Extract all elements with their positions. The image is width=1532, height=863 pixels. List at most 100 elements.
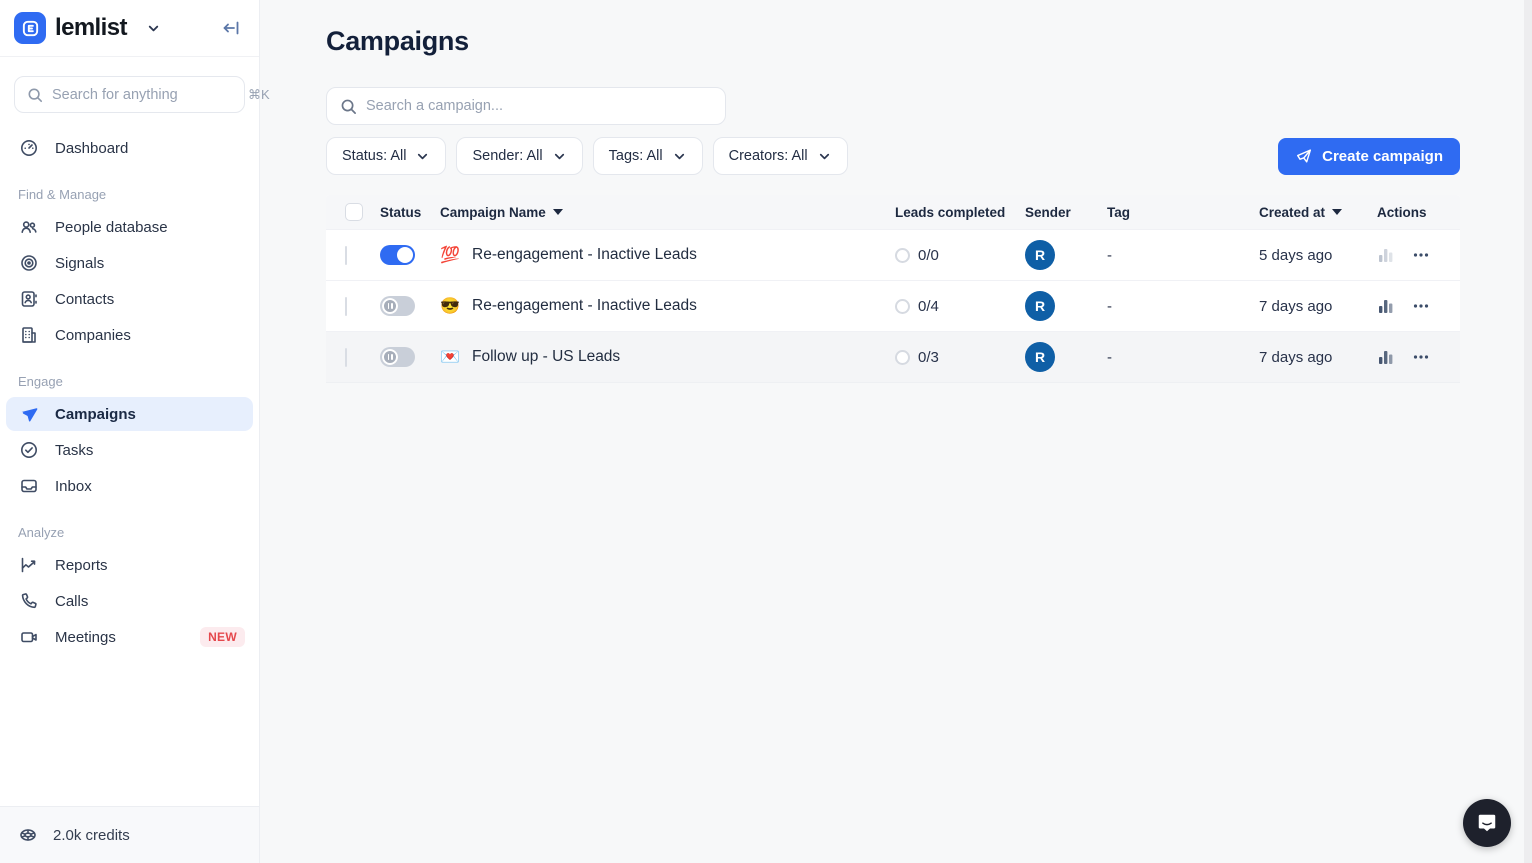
- chevron-down-icon: [415, 149, 430, 164]
- more-options-icon[interactable]: [1412, 246, 1430, 264]
- sender-avatar[interactable]: R: [1025, 240, 1055, 270]
- row-checkbox[interactable]: [345, 296, 347, 316]
- row-checkbox[interactable]: [345, 245, 347, 265]
- filter-status[interactable]: Status: All: [326, 137, 447, 175]
- status-toggle[interactable]: [380, 347, 415, 367]
- header-campaign-name[interactable]: Campaign Name: [440, 205, 895, 220]
- leads-count: 0/0: [918, 246, 939, 264]
- sidebar-item-label: Contacts: [55, 290, 115, 308]
- search-icon: [340, 98, 357, 115]
- header-status: Status: [380, 204, 422, 220]
- filter-label: Tags: All: [608, 148, 663, 164]
- progress-ring-icon: [895, 247, 910, 263]
- chat-launcher-button[interactable]: [1463, 799, 1511, 847]
- contact-card-icon: [18, 289, 40, 309]
- filter-sender[interactable]: Sender: All: [456, 137, 583, 175]
- leads-completed-cell: 0/0: [895, 247, 1025, 264]
- toggle-knob: [397, 247, 413, 263]
- create-campaign-button[interactable]: Create campaign: [1278, 137, 1460, 175]
- row-checkbox[interactable]: [345, 347, 347, 367]
- sidebar-item-inbox[interactable]: Inbox: [6, 469, 253, 503]
- created-at-value: 7 days ago: [1259, 348, 1333, 366]
- chart-icon: [18, 555, 40, 575]
- target-icon: [18, 253, 40, 273]
- campaign-name-cell[interactable]: 💯 Re-engagement - Inactive Leads: [440, 245, 895, 265]
- status-toggle[interactable]: [380, 296, 415, 316]
- stats-icon[interactable]: [1377, 297, 1395, 315]
- campaign-emoji: 😎: [440, 298, 460, 315]
- filter-tags[interactable]: Tags: All: [592, 137, 703, 175]
- more-options-icon[interactable]: [1412, 297, 1430, 315]
- sort-desc-icon: [552, 209, 563, 215]
- more-options-icon[interactable]: [1412, 348, 1430, 366]
- brand-name: lemlist: [55, 14, 127, 41]
- campaign-name: Re-engagement - Inactive Leads: [472, 297, 697, 314]
- paper-plane-icon: [1295, 147, 1313, 165]
- campaign-name: Follow up - US Leads: [472, 348, 621, 365]
- people-icon: [18, 217, 40, 237]
- sidebar-item-label: Inbox: [55, 477, 92, 495]
- header-created-at[interactable]: Created at: [1259, 205, 1377, 220]
- chevron-down-icon: [552, 149, 567, 164]
- select-all-checkbox[interactable]: [345, 203, 363, 221]
- sidebar-item-calls[interactable]: Calls: [6, 584, 253, 618]
- sidebar-item-companies[interactable]: Companies: [6, 318, 253, 352]
- sidebar-item-tasks[interactable]: Tasks: [6, 433, 253, 467]
- paper-plane-icon: [18, 404, 40, 424]
- credits-footer[interactable]: 2.0k credits: [0, 806, 259, 863]
- credits-label: 2.0k credits: [53, 826, 130, 844]
- sender-avatar[interactable]: R: [1025, 291, 1055, 321]
- table-header-row: Status Campaign Name Leads completed Sen…: [326, 195, 1460, 229]
- section-label-find-manage: Find & Manage: [18, 187, 107, 202]
- global-search-input[interactable]: [52, 86, 239, 103]
- table-bottom-border: [326, 382, 1460, 383]
- sidebar-item-label: Campaigns: [55, 405, 136, 423]
- gauge-icon: [18, 138, 40, 158]
- progress-ring-icon: [895, 298, 910, 314]
- scrollbar[interactable]: [1524, 0, 1532, 863]
- sidebar-item-reports[interactable]: Reports: [6, 548, 253, 582]
- collapse-sidebar-icon[interactable]: [221, 18, 241, 38]
- workspace-switcher[interactable]: lemlist: [14, 12, 161, 44]
- tag-value: -: [1107, 246, 1112, 264]
- header-actions: Actions: [1377, 204, 1427, 220]
- sidebar-item-dashboard[interactable]: Dashboard: [6, 131, 253, 165]
- global-search[interactable]: ⌘K: [14, 76, 270, 113]
- sidebar-item-contacts[interactable]: Contacts: [6, 282, 253, 316]
- sidebar-item-signals[interactable]: Signals: [6, 246, 253, 280]
- campaign-search-input[interactable]: [366, 98, 712, 114]
- sidebar-item-label: People database: [55, 218, 168, 236]
- table-row: 💯 Re-engagement - Inactive Leads 0/0 R -…: [326, 229, 1460, 280]
- created-at-value: 7 days ago: [1259, 297, 1333, 315]
- phone-icon: [18, 591, 40, 611]
- filters-row: Status: All Sender: All Tags: All Creato…: [326, 137, 1460, 175]
- sidebar-item-label: Reports: [55, 556, 108, 574]
- campaign-name-cell[interactable]: 😎 Re-engagement - Inactive Leads: [440, 296, 895, 316]
- tag-value: -: [1107, 348, 1112, 366]
- filter-label: Status: All: [342, 148, 407, 164]
- chevron-down-icon: [146, 21, 161, 36]
- sort-desc-icon: [1332, 209, 1343, 215]
- search-shortcut: ⌘K: [248, 86, 270, 102]
- sidebar: lemlist ⌘K Dashboard Find & Manage: [0, 0, 270, 863]
- campaign-name-cell[interactable]: 💌 Follow up - US Leads: [440, 347, 895, 367]
- sender-avatar[interactable]: R: [1025, 342, 1055, 372]
- filter-label: Sender: All: [472, 148, 543, 164]
- main-content: Campaigns Status: All Sender: All Tags: …: [260, 0, 1532, 863]
- campaign-search[interactable]: [326, 87, 726, 125]
- sidebar-item-people-database[interactable]: People database: [6, 210, 253, 244]
- stats-icon[interactable]: [1377, 246, 1395, 264]
- actions-cell: [1377, 348, 1460, 366]
- status-toggle[interactable]: [380, 245, 415, 265]
- sidebar-item-campaigns[interactable]: Campaigns: [6, 397, 253, 431]
- leads-completed-cell: 0/3: [895, 349, 1025, 366]
- coin-icon: [18, 825, 38, 845]
- sidebar-nav: Dashboard Find & Manage People database …: [0, 123, 259, 806]
- created-at-value: 5 days ago: [1259, 246, 1333, 264]
- sidebar-item-meetings[interactable]: Meetings NEW: [6, 620, 253, 654]
- toggle-knob: [382, 349, 398, 365]
- leads-completed-cell: 0/4: [895, 298, 1025, 315]
- campaign-name: Re-engagement - Inactive Leads: [472, 246, 697, 263]
- filter-creators[interactable]: Creators: All: [712, 137, 848, 175]
- stats-icon[interactable]: [1377, 348, 1395, 366]
